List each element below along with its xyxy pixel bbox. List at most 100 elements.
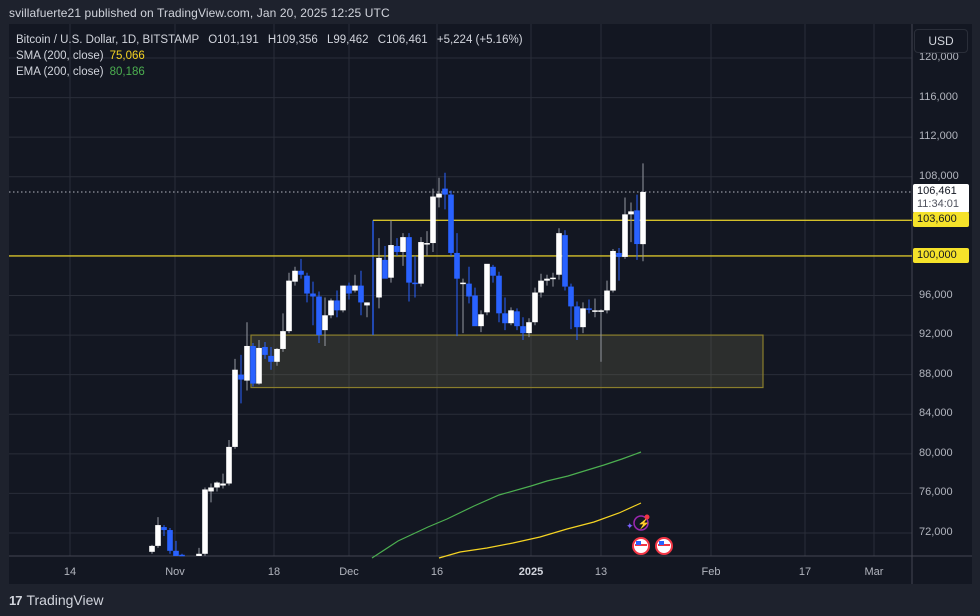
lightning-event-icon [633,515,649,531]
level-tag-lower: 100,000 [913,248,969,263]
candle-up [580,308,586,328]
candle-up [226,446,232,484]
open-value: O101,191 [208,34,259,46]
candle-up [149,545,155,552]
candle-down [173,550,179,556]
candle-down [358,285,364,303]
ema-line [371,451,642,559]
price-axis-label: 108,000 [919,169,959,182]
last-price-tag: 106,461 11:34:01 [913,184,969,213]
candle-up [436,193,442,198]
candle-up [550,277,556,280]
candle-up [430,196,436,244]
candle-down [502,313,508,324]
flag-canton [659,541,664,545]
sma-line [438,502,642,559]
candle-down [562,235,568,287]
candle-up [244,345,250,381]
time-axis-label: Dec [339,566,359,578]
time-axis-label: Feb [701,566,721,578]
candle-down [250,345,256,384]
candle-up [274,348,280,362]
candle-up [196,553,202,556]
brand-name: TradingView [26,592,104,608]
candle-down [167,530,173,551]
sma-row[interactable]: SMA (200, close) 75,066 [16,48,523,64]
candle-up [556,233,562,275]
candle-down [412,282,418,285]
time-axis-label: 13 [594,566,608,578]
price-axis-label: 88,000 [919,367,953,380]
candle-up [376,257,382,298]
candle-down [466,283,472,297]
candle-down [472,295,478,327]
price-axis-label: 72,000 [919,526,953,538]
candle-down [382,259,388,279]
sma-value: 75,066 [109,50,145,62]
candle-up [232,369,238,447]
candle-up [400,237,406,252]
ema-label: EMA (200, close) [16,66,104,78]
price-axis-label: 116,000 [919,90,958,103]
candle-up [155,525,161,546]
candle-up [628,211,634,215]
candle-up [340,285,346,311]
candle-down [520,326,526,334]
candle-down [298,270,304,275]
chart-legend: Bitcoin / U.S. Dollar, 1D, BITSTAMP O101… [16,32,523,80]
candle-down [394,246,400,252]
time-axis-label: 17 [798,566,812,578]
currency-button[interactable]: USD [914,29,968,53]
ema-row[interactable]: EMA (200, close) 80,186 [16,64,523,80]
candle-up [640,191,646,245]
candle-down [586,308,592,310]
chart-panel[interactable] [9,24,972,584]
candle-up [478,314,484,327]
candle-up [214,482,220,488]
candle-up [364,302,370,306]
candle-down [574,306,580,328]
candle-down [179,554,185,557]
candle-up [484,263,490,313]
candle-up [592,310,598,312]
candle-down [454,252,460,279]
candle-up [208,487,214,492]
candle-up [460,282,466,285]
candle-up [544,278,550,281]
candle-down [238,374,244,380]
candle-down [304,275,310,294]
flag-canton [636,541,641,545]
time-axis-label: 16 [430,566,444,578]
candle-up [388,245,394,278]
low-value: L99,462 [327,34,369,46]
candle-down [406,237,412,283]
price-axis-label: 84,000 [919,407,953,420]
candle-up [508,310,514,324]
level-tag-upper: 103,600 [913,212,969,227]
candle-down [310,293,316,297]
countdown-value: 11:34:01 [917,198,960,210]
candle-up [622,214,628,257]
time-axis-label: Mar [864,566,884,578]
candle-down [448,194,454,253]
close-value: C106,461 [377,34,428,46]
candle-down [568,286,574,307]
candle-up [418,242,424,284]
candle-up [610,250,616,291]
lightning-bolt-icon: ⚡ [638,517,650,530]
high-value: H109,356 [267,34,318,46]
candle-down [616,252,622,257]
candle-up [538,280,544,293]
candle-up [202,489,208,554]
candle-up [604,290,610,311]
footer-branding: 17 TradingView [9,592,104,608]
time-axis-label: Nov [165,566,185,578]
candle-down [262,346,268,355]
candle-up [292,270,298,282]
price-axis-label: 92,000 [919,328,953,341]
candle-up [532,292,538,323]
demand-zone [250,334,764,389]
candle-up [286,280,292,332]
candle-down [316,296,322,336]
